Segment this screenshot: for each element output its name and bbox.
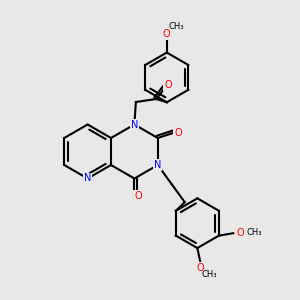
Text: O: O <box>236 228 244 238</box>
Text: N: N <box>131 119 138 130</box>
Text: O: O <box>134 191 142 201</box>
Text: N: N <box>84 173 91 184</box>
Text: O: O <box>196 263 204 273</box>
Text: O: O <box>163 29 171 39</box>
Text: CH₃: CH₃ <box>201 270 217 279</box>
Text: CH₃: CH₃ <box>247 228 262 237</box>
Text: CH₃: CH₃ <box>168 22 184 31</box>
Text: O: O <box>174 128 182 138</box>
Text: N: N <box>154 160 161 170</box>
Text: O: O <box>164 80 172 90</box>
